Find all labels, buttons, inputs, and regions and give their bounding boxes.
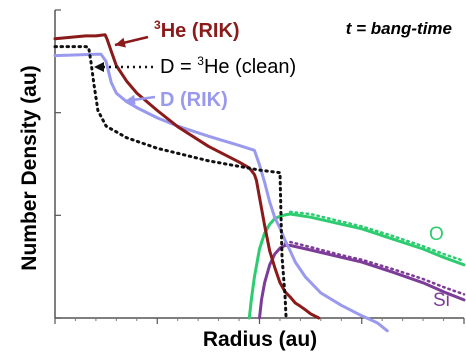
x-axis-label: Radius (au): [203, 328, 317, 351]
label-o: O: [429, 224, 444, 245]
arrow-he3-rik-head: [115, 37, 126, 48]
label-d-rik: D (RIK): [160, 89, 228, 111]
series-layer: [53, 33, 466, 333]
arrow-d-clean-head: [94, 62, 104, 72]
time-annotation: t = bang-time: [346, 19, 452, 38]
label-d-clean-sup: 3: [197, 54, 204, 68]
arrows-layer: [94, 35, 156, 105]
y-axis-label: Number Density (au): [18, 65, 41, 270]
label-he3-rik-sup: 3: [154, 18, 161, 32]
label-si: Si: [433, 290, 450, 311]
series-line-si-clean: [283, 240, 466, 296]
label-he3-rik-text: He (RIK): [161, 20, 240, 42]
label-d-clean-text: He (clean): [204, 56, 296, 78]
series-line-si: [258, 243, 466, 320]
ticks-layer: [54, 9, 465, 324]
label-he3-rik: 3He (RIK): [154, 18, 240, 42]
arrow-d-rik-head: [125, 94, 136, 105]
label-d-clean: D = 3He (clean): [160, 54, 296, 78]
series-line-o: [247, 212, 466, 320]
series-line-d-rik: [53, 52, 389, 333]
series-line-o-clean: [288, 210, 466, 263]
series-line-d-clean: [53, 45, 288, 320]
label-d-clean-pre: D =: [160, 56, 197, 78]
